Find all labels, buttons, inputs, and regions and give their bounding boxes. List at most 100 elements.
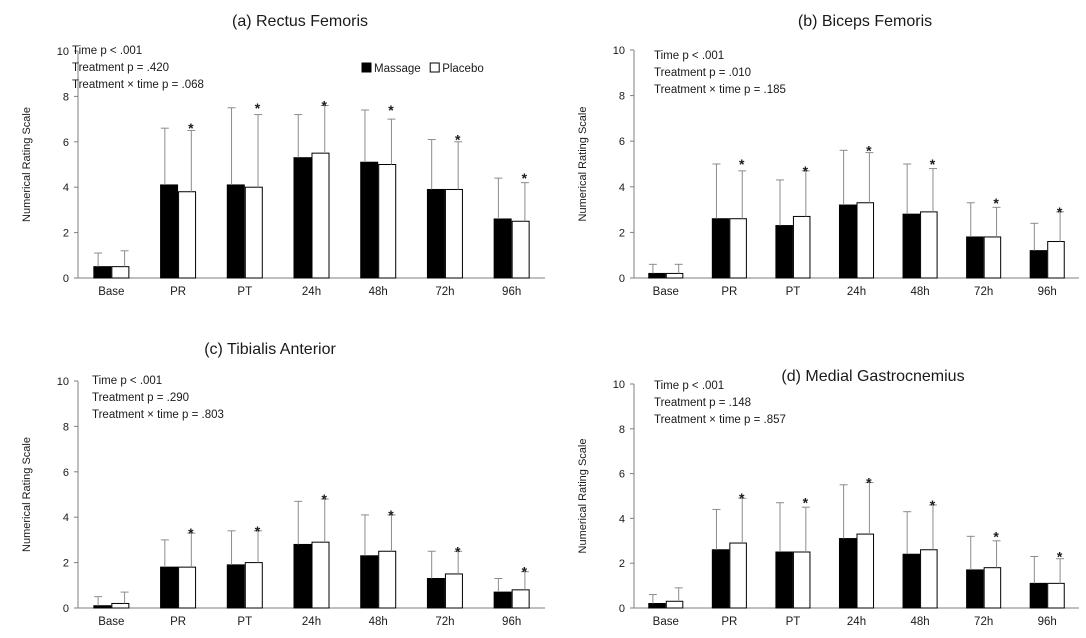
x-tick-label: PT xyxy=(786,616,801,628)
stats-line: Time p < .001 xyxy=(72,45,142,57)
x-tick-label: Base xyxy=(653,616,679,628)
significance-marker: * xyxy=(739,490,745,506)
significance-marker: * xyxy=(993,528,999,544)
bar-placebo-48h xyxy=(920,549,938,609)
bar-placebo-48h xyxy=(378,550,397,609)
stats-line: Treatment p = .290 xyxy=(92,392,189,404)
x-tick-label: PR xyxy=(170,286,186,298)
y-tick-label: 0 xyxy=(619,603,625,615)
stats-line: Treatment × time p = .803 xyxy=(92,409,224,421)
y-tick-label: 10 xyxy=(613,379,625,391)
significance-marker: * xyxy=(255,523,261,539)
y-tick-label: 6 xyxy=(619,136,625,148)
significance-marker: * xyxy=(803,163,809,179)
y-tick-label: 2 xyxy=(619,558,625,570)
bar-placebo-base xyxy=(665,600,684,609)
bar-placebo-pt xyxy=(244,562,263,609)
y-tick-label: 2 xyxy=(619,227,625,239)
bar-massage-24h xyxy=(838,204,857,279)
legend-label-massage: Massage xyxy=(374,63,421,75)
y-axis-label: Numerical Rating Scale xyxy=(21,107,33,222)
significance-marker: * xyxy=(930,497,936,513)
stats-line: Treatment × time p = .185 xyxy=(654,84,786,96)
bar-massage-48h xyxy=(360,555,379,609)
chart-title: (d) Medial Gastrocnemius xyxy=(781,368,964,385)
bar-massage-24h xyxy=(293,157,312,279)
x-tick-label: 72h xyxy=(435,616,454,628)
bar-massage-72h xyxy=(426,577,445,609)
significance-marker: * xyxy=(866,475,872,491)
x-tick-label: 72h xyxy=(974,616,993,628)
significance-marker: * xyxy=(188,120,194,136)
bar-massage-96h xyxy=(1029,582,1048,609)
bar-placebo-pt xyxy=(792,215,811,279)
bar-placebo-96h xyxy=(511,589,530,609)
y-axis-label: Numerical Rating Scale xyxy=(577,439,589,554)
bar-massage-base xyxy=(93,266,112,279)
bar-massage-pr xyxy=(711,549,730,609)
bar-placebo-24h xyxy=(311,541,330,609)
y-tick-label: 8 xyxy=(619,424,625,436)
bar-placebo-72h xyxy=(983,567,1002,609)
significance-marker: * xyxy=(322,491,328,507)
bar-massage-24h xyxy=(293,543,312,609)
significance-marker: * xyxy=(188,525,194,541)
y-tick-label: 4 xyxy=(619,182,625,194)
significance-marker: * xyxy=(455,132,461,148)
y-tick-label: 10 xyxy=(613,45,625,57)
legend-swatch-placebo xyxy=(429,62,440,73)
bar-massage-48h xyxy=(902,213,921,279)
chart-title: (a) Rectus Femoris xyxy=(232,13,368,30)
x-tick-label: 72h xyxy=(435,286,454,298)
stats-line: Time p < .001 xyxy=(654,380,724,392)
chart-panel-4: (d) Medial Gastrocnemius Numerical Rating… xyxy=(577,368,1079,628)
x-tick-label: PT xyxy=(786,286,801,298)
x-tick-label: PR xyxy=(170,616,186,628)
y-tick-label: 8 xyxy=(63,421,69,433)
significance-marker: * xyxy=(1057,204,1063,220)
bar-massage-96h xyxy=(493,591,512,609)
significance-marker: * xyxy=(522,170,528,186)
x-tick-label: 96h xyxy=(502,616,521,628)
bar-placebo-base xyxy=(665,272,684,279)
x-tick-label: 24h xyxy=(847,616,866,628)
x-tick-label: 48h xyxy=(369,616,388,628)
chart-title: (b) Biceps Femoris xyxy=(798,13,932,30)
x-tick-label: PT xyxy=(237,286,252,298)
bar-massage-pt xyxy=(775,225,793,279)
chart-panel-2: (b) Biceps Femoris Numerical Rating Scale… xyxy=(577,13,1079,298)
bar-placebo-pt xyxy=(244,186,263,279)
stats-line: Treatment × time p = .068 xyxy=(72,79,204,91)
bar-massage-pr xyxy=(160,184,179,279)
bar-placebo-96h xyxy=(511,220,530,279)
x-tick-label: 48h xyxy=(369,286,388,298)
y-tick-label: 10 xyxy=(57,46,69,58)
significance-marker: * xyxy=(803,495,809,511)
significance-marker: * xyxy=(388,507,394,523)
significance-marker: * xyxy=(455,543,461,559)
x-tick-label: PR xyxy=(721,616,737,628)
stats-line: Treatment p = .010 xyxy=(654,67,751,79)
bar-placebo-pr xyxy=(729,542,747,609)
significance-marker: * xyxy=(322,97,328,113)
stats-line: Treatment p = .420 xyxy=(72,62,169,74)
bar-massage-pr xyxy=(160,566,179,609)
bar-placebo-base xyxy=(111,266,130,279)
bar-massage-pt xyxy=(226,564,245,609)
bar-placebo-pr xyxy=(178,566,197,609)
x-tick-label: 96h xyxy=(1038,616,1057,628)
y-tick-label: 4 xyxy=(63,182,69,194)
legend-label-placebo: Placebo xyxy=(442,63,484,75)
bar-placebo-72h xyxy=(444,188,463,279)
y-axis-label: Numerical Rating Scale xyxy=(577,107,589,222)
bar-massage-96h xyxy=(1029,250,1048,279)
y-tick-label: 2 xyxy=(63,558,69,570)
y-tick-label: 6 xyxy=(63,467,69,479)
bar-placebo-24h xyxy=(311,152,330,279)
x-tick-label: 96h xyxy=(502,286,521,298)
significance-marker: * xyxy=(993,195,999,211)
stats-line: Treatment p = .148 xyxy=(654,397,751,409)
bar-massage-base xyxy=(93,605,112,609)
bar-massage-pt xyxy=(775,551,793,609)
